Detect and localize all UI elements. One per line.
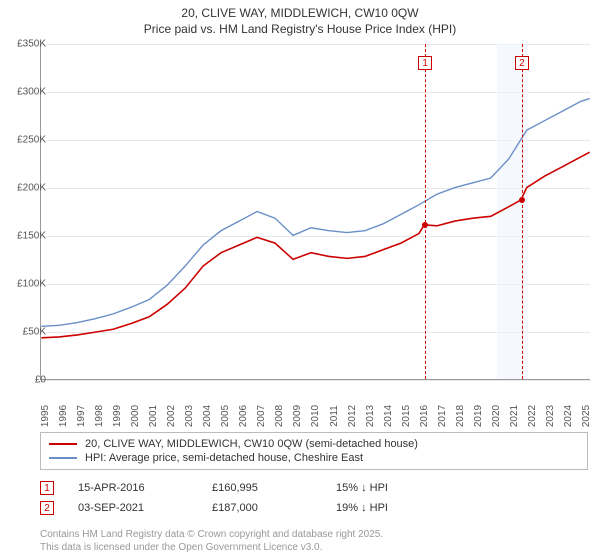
x-tick-label: 2009: [292, 405, 303, 427]
x-tick-label: 2003: [184, 405, 195, 427]
legend-label-hpi: HPI: Average price, semi-detached house,…: [85, 452, 363, 464]
x-tick-label: 2025: [581, 405, 592, 427]
event-marker-2: 2: [515, 56, 529, 70]
plot-area: 12: [40, 44, 590, 380]
x-tick-label: 2010: [310, 405, 321, 427]
x-tick-label: 2018: [455, 405, 466, 427]
legend-label-price: 20, CLIVE WAY, MIDDLEWICH, CW10 0QW (sem…: [85, 438, 418, 450]
y-tick-label: £200K: [17, 183, 46, 194]
chart-container: 20, CLIVE WAY, MIDDLEWICH, CW10 0QW Pric…: [0, 0, 600, 560]
x-tick-label: 1996: [58, 405, 69, 427]
x-tick-label: 2022: [527, 405, 538, 427]
x-tick-label: 2002: [166, 405, 177, 427]
price-marker: [422, 222, 428, 228]
y-tick-label: £350K: [17, 39, 46, 50]
x-tick-label: 2012: [347, 405, 358, 427]
attribution-line-2: This data is licensed under the Open Gov…: [40, 541, 383, 554]
x-tick-label: 1999: [112, 405, 123, 427]
event-price-1: £160,995: [212, 482, 312, 494]
y-tick-label: £300K: [17, 87, 46, 98]
event-date-2: 03-SEP-2021: [78, 502, 188, 514]
price-marker: [519, 197, 525, 203]
x-tick-label: 2021: [509, 405, 520, 427]
event-num-1: 1: [40, 481, 54, 495]
x-tick-label: 2015: [401, 405, 412, 427]
x-tick-label: 2020: [491, 405, 502, 427]
event-price-2: £187,000: [212, 502, 312, 514]
event-date-1: 15-APR-2016: [78, 482, 188, 494]
x-tick-label: 2014: [383, 405, 394, 427]
line-svg: [41, 44, 590, 379]
x-tick-label: 2024: [563, 405, 574, 427]
title-block: 20, CLIVE WAY, MIDDLEWICH, CW10 0QW Pric…: [0, 0, 600, 37]
y-tick-label: £150K: [17, 231, 46, 242]
x-tick-label: 2016: [419, 405, 430, 427]
title-line-2: Price paid vs. HM Land Registry's House …: [0, 22, 600, 38]
event-row-2: 2 03-SEP-2021 £187,000 19% ↓ HPI: [40, 498, 588, 518]
x-tick-label: 2004: [202, 405, 213, 427]
x-tick-label: 2019: [473, 405, 484, 427]
x-axis-labels: 1995 1996 1997 1998 1999 2000 2001 2002 2003 2004…: [40, 384, 590, 428]
x-tick-label: 2017: [437, 405, 448, 427]
legend: 20, CLIVE WAY, MIDDLEWICH, CW10 0QW (sem…: [40, 432, 588, 470]
x-tick-label: 2000: [130, 405, 141, 427]
y-tick-label: £250K: [17, 135, 46, 146]
x-tick-label: 2013: [365, 405, 376, 427]
x-tick-label: 2005: [220, 405, 231, 427]
x-tick-label: 2001: [148, 405, 159, 427]
event-delta-2: 19% ↓ HPI: [336, 502, 388, 514]
x-tick-label: 2011: [329, 405, 340, 427]
event-num-2: 2: [40, 501, 54, 515]
attribution-line-1: Contains HM Land Registry data © Crown c…: [40, 528, 383, 541]
x-tick-label: 2008: [274, 405, 285, 427]
y-tick-label: £50K: [23, 327, 46, 338]
events-table: 1 15-APR-2016 £160,995 15% ↓ HPI 2 03-SE…: [40, 478, 588, 518]
attribution: Contains HM Land Registry data © Crown c…: [40, 528, 383, 554]
legend-swatch-hpi: [49, 457, 77, 459]
x-tick-label: 2023: [545, 405, 556, 427]
x-tick-label: 1995: [40, 405, 51, 427]
x-tick-label: 2006: [238, 405, 249, 427]
y-tick-label: £100K: [17, 279, 46, 290]
x-tick-label: 2007: [256, 405, 267, 427]
y-tick-label: £0: [35, 375, 46, 386]
x-tick-label: 1998: [94, 405, 105, 427]
legend-swatch-price: [49, 443, 77, 445]
series-hpi: [41, 99, 589, 327]
title-line-1: 20, CLIVE WAY, MIDDLEWICH, CW10 0QW: [0, 6, 600, 22]
legend-row-hpi: HPI: Average price, semi-detached house,…: [49, 451, 579, 465]
event-marker-1: 1: [418, 56, 432, 70]
x-tick-label: 1997: [76, 405, 87, 427]
event-row-1: 1 15-APR-2016 £160,995 15% ↓ HPI: [40, 478, 588, 498]
event-delta-1: 15% ↓ HPI: [336, 482, 388, 494]
legend-row-price: 20, CLIVE WAY, MIDDLEWICH, CW10 0QW (sem…: [49, 437, 579, 451]
